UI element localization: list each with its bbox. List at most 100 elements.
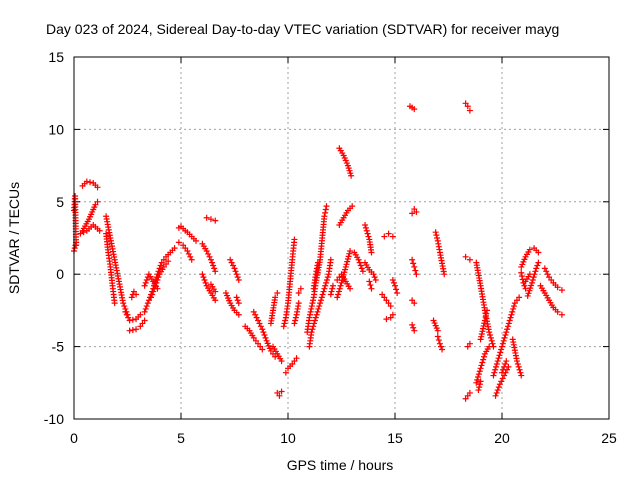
data-point — [495, 355, 502, 362]
data-point — [206, 253, 213, 260]
data-point — [261, 332, 268, 339]
data-point — [149, 291, 156, 298]
axis-ticks: 0 5 10 15 20 25 -10 -5 0 5 10 15 — [44, 49, 617, 446]
data-point — [488, 337, 495, 344]
data-point — [436, 340, 443, 347]
data-point — [313, 311, 320, 318]
data-point — [253, 314, 260, 321]
data-point — [372, 276, 379, 283]
data-point — [335, 288, 342, 295]
data-point — [311, 320, 318, 327]
data-point — [80, 229, 87, 236]
data-point — [480, 322, 487, 329]
data-point — [526, 287, 533, 294]
data-point — [476, 384, 483, 391]
data-point — [309, 326, 316, 333]
data-point — [321, 285, 328, 292]
data-point — [347, 248, 354, 255]
data-point — [526, 246, 533, 253]
data-point — [123, 311, 130, 318]
data-point — [314, 308, 321, 315]
data-point — [150, 288, 157, 295]
data-point — [77, 230, 84, 237]
data-point — [513, 358, 520, 365]
data-point — [544, 271, 551, 278]
data-point — [357, 262, 364, 269]
data-point — [433, 232, 440, 239]
data-point — [410, 260, 417, 267]
data-point — [518, 269, 525, 276]
data-point — [235, 276, 242, 283]
data-point — [72, 242, 79, 249]
data-point — [535, 259, 542, 266]
data-point — [142, 279, 149, 286]
data-point — [367, 282, 374, 289]
data-point — [334, 294, 341, 301]
data-point — [312, 314, 319, 321]
data-point — [435, 337, 442, 344]
data-point — [409, 256, 416, 263]
data-point — [498, 346, 505, 353]
data-point — [292, 314, 299, 321]
data-point — [187, 253, 194, 260]
data-point — [486, 343, 493, 350]
data-point — [493, 363, 500, 370]
data-point — [500, 366, 507, 373]
data-point — [133, 326, 140, 333]
data-point — [231, 265, 238, 272]
data-point — [363, 227, 370, 234]
y-tick-label: 10 — [48, 121, 64, 137]
data-point — [343, 261, 350, 268]
data-point — [525, 290, 532, 297]
data-point — [276, 392, 283, 399]
data-point — [256, 320, 263, 327]
data-point — [501, 334, 508, 341]
data-point — [390, 279, 397, 286]
data-point — [439, 346, 446, 353]
x-tick-label: 20 — [494, 430, 510, 446]
data-point — [368, 285, 375, 292]
data-point — [475, 374, 482, 381]
data-point — [509, 308, 516, 315]
data-point — [327, 291, 334, 298]
y-tick-label: -5 — [52, 339, 65, 355]
data-point — [521, 282, 528, 289]
data-point — [234, 297, 241, 304]
data-point — [389, 276, 396, 283]
data-point — [212, 288, 219, 295]
data-point — [487, 334, 494, 341]
chart-title: Day 023 of 2024, Sidereal Day-to-day VTE… — [46, 21, 559, 37]
data-point — [295, 290, 302, 297]
grid-lines — [74, 57, 609, 419]
data-point — [185, 250, 192, 257]
x-tick-label: 15 — [387, 430, 403, 446]
data-point — [481, 320, 488, 327]
x-tick-label: 25 — [601, 430, 617, 446]
data-point — [346, 250, 353, 257]
data-point — [349, 203, 356, 210]
data-point — [308, 305, 315, 312]
data-point — [554, 308, 561, 315]
data-point — [306, 314, 313, 321]
data-point — [516, 366, 523, 373]
data-point — [344, 255, 351, 262]
data-point — [541, 265, 548, 272]
data-point — [94, 198, 101, 205]
data-point — [474, 376, 481, 383]
data-point — [291, 320, 298, 327]
data-point — [477, 336, 484, 343]
data-point — [87, 179, 94, 186]
data-point — [129, 316, 136, 323]
data-point — [438, 343, 445, 350]
data-point — [493, 360, 500, 367]
data-point — [362, 224, 369, 231]
data-point — [478, 362, 485, 369]
data-point — [323, 279, 330, 286]
data-point — [394, 290, 401, 297]
data-point — [307, 311, 314, 318]
data-point — [318, 294, 325, 301]
data-point — [508, 311, 515, 318]
data-point — [347, 285, 354, 292]
data-point — [484, 307, 491, 314]
data-point — [410, 324, 417, 331]
